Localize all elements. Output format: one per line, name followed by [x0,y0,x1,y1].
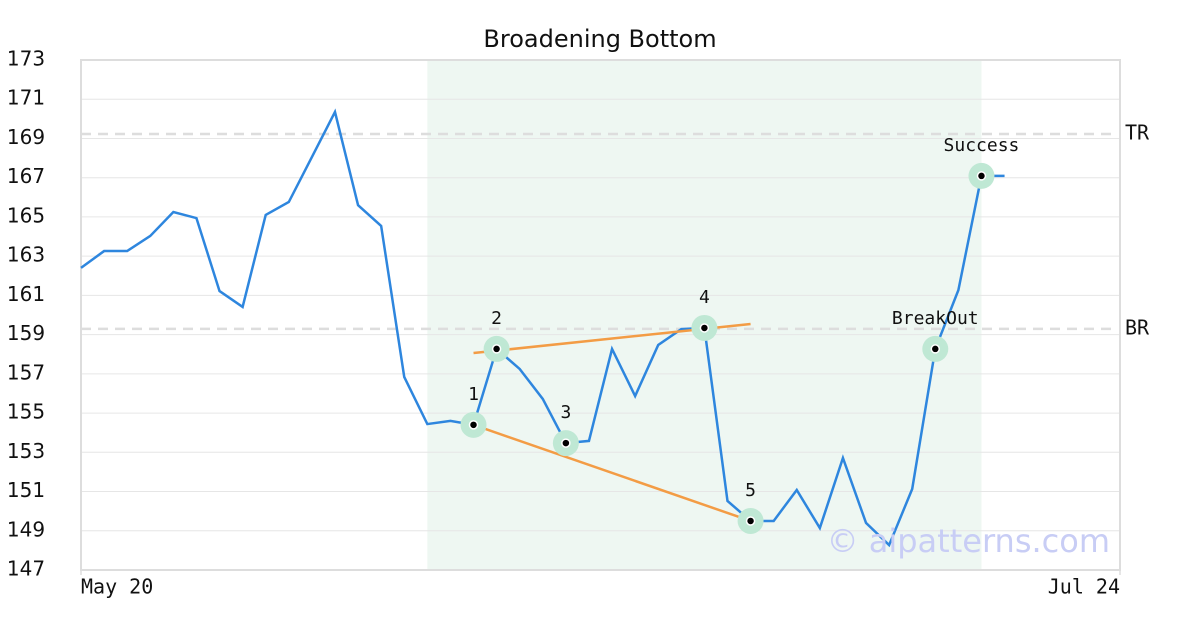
pivot-label: 4 [699,287,710,308]
pivot-dot [699,323,710,333]
pivot-dot [491,344,502,354]
y-tick-label: 159 [7,321,45,345]
y-tick-label: 153 [7,439,45,463]
y-tick-label: 147 [7,557,45,581]
pivot-label: BreakOut [892,308,979,329]
y-tick-label: 157 [7,360,45,384]
pivot-dot [976,171,987,181]
x-tick-label: May 20 [81,575,153,599]
y-tick-label: 165 [7,203,45,227]
level-label: BR [1125,315,1150,339]
watermark: © aipatterns.com [827,522,1110,560]
plot-frame [80,59,1121,571]
y-tick-label: 151 [7,478,45,502]
y-tick-label: 171 [7,86,45,110]
pivot-label: 5 [745,480,756,501]
y-tick-label: 155 [7,400,45,424]
pivot-dot [745,516,756,526]
y-tick-label: 167 [7,164,45,188]
level-label: TR [1125,120,1150,144]
chart-title: Broadening Bottom [483,25,716,53]
y-tick-label: 161 [7,282,45,306]
y-tick-label: 149 [7,517,45,541]
pivot-label: Success [944,135,1020,156]
pivot-dot [930,344,941,354]
pivot-label: 1 [468,384,479,405]
y-tick-label: 163 [7,243,45,267]
x-tick-label: Jul 24 [1048,575,1120,599]
y-tick-label: 173 [7,47,45,71]
price-line [80,108,1005,548]
pivot-dot [468,420,479,430]
pivot-label: 3 [560,402,571,423]
trend-line [473,423,751,523]
pivot-label: 2 [491,308,502,329]
y-tick-label: 169 [7,125,45,149]
pivot-dot [561,438,571,448]
